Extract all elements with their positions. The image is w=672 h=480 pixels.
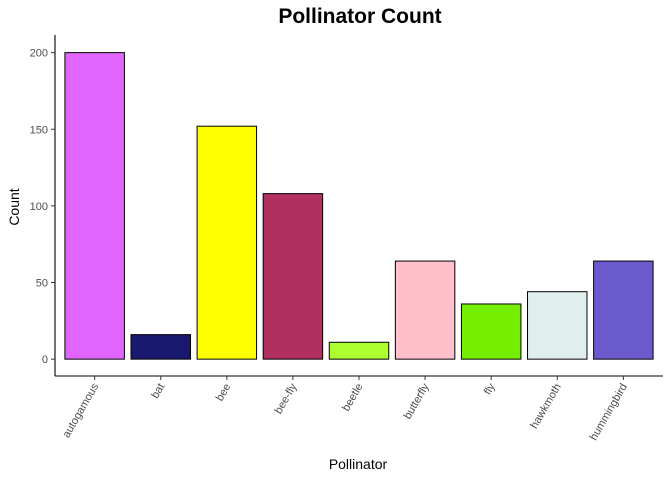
x-tick-label-bat: bat xyxy=(149,382,167,401)
bar-butterfly xyxy=(394,260,456,360)
x-tick-label-hummingbird: hummingbird xyxy=(588,382,630,443)
y-tick-label: 100 xyxy=(30,201,48,213)
bar-bat xyxy=(130,334,191,360)
y-tick-label: 150 xyxy=(30,124,48,136)
x-tick-label-butterfly: butterfly xyxy=(402,381,432,421)
x-tick-label-hawkmoth: hawkmoth xyxy=(528,381,563,430)
x-tick-label-autogamous: autogamous xyxy=(61,381,102,440)
y-tick-label: 0 xyxy=(42,354,48,366)
bar-bee xyxy=(196,125,258,360)
x-tick-label-bee-fly: bee-fly xyxy=(273,381,300,416)
y-tick-label: 200 xyxy=(30,48,48,60)
bar-fly xyxy=(460,303,522,360)
x-tick-label-bee: bee xyxy=(214,382,234,404)
x-tick-label-beetle: beetle xyxy=(340,382,365,414)
y-axis-title: Count xyxy=(6,188,22,226)
y-tick-label: 50 xyxy=(36,278,48,290)
bar-hawkmoth xyxy=(527,291,588,360)
bar-hummingbird xyxy=(593,260,654,360)
bar-beetle xyxy=(328,341,390,360)
x-tick-label-fly: fly xyxy=(482,381,498,397)
bar-autogamous xyxy=(64,52,125,360)
x-axis-title: Pollinator xyxy=(328,456,388,472)
chart-title: Pollinator Count xyxy=(278,5,442,28)
bar-bee-fly xyxy=(262,193,324,360)
